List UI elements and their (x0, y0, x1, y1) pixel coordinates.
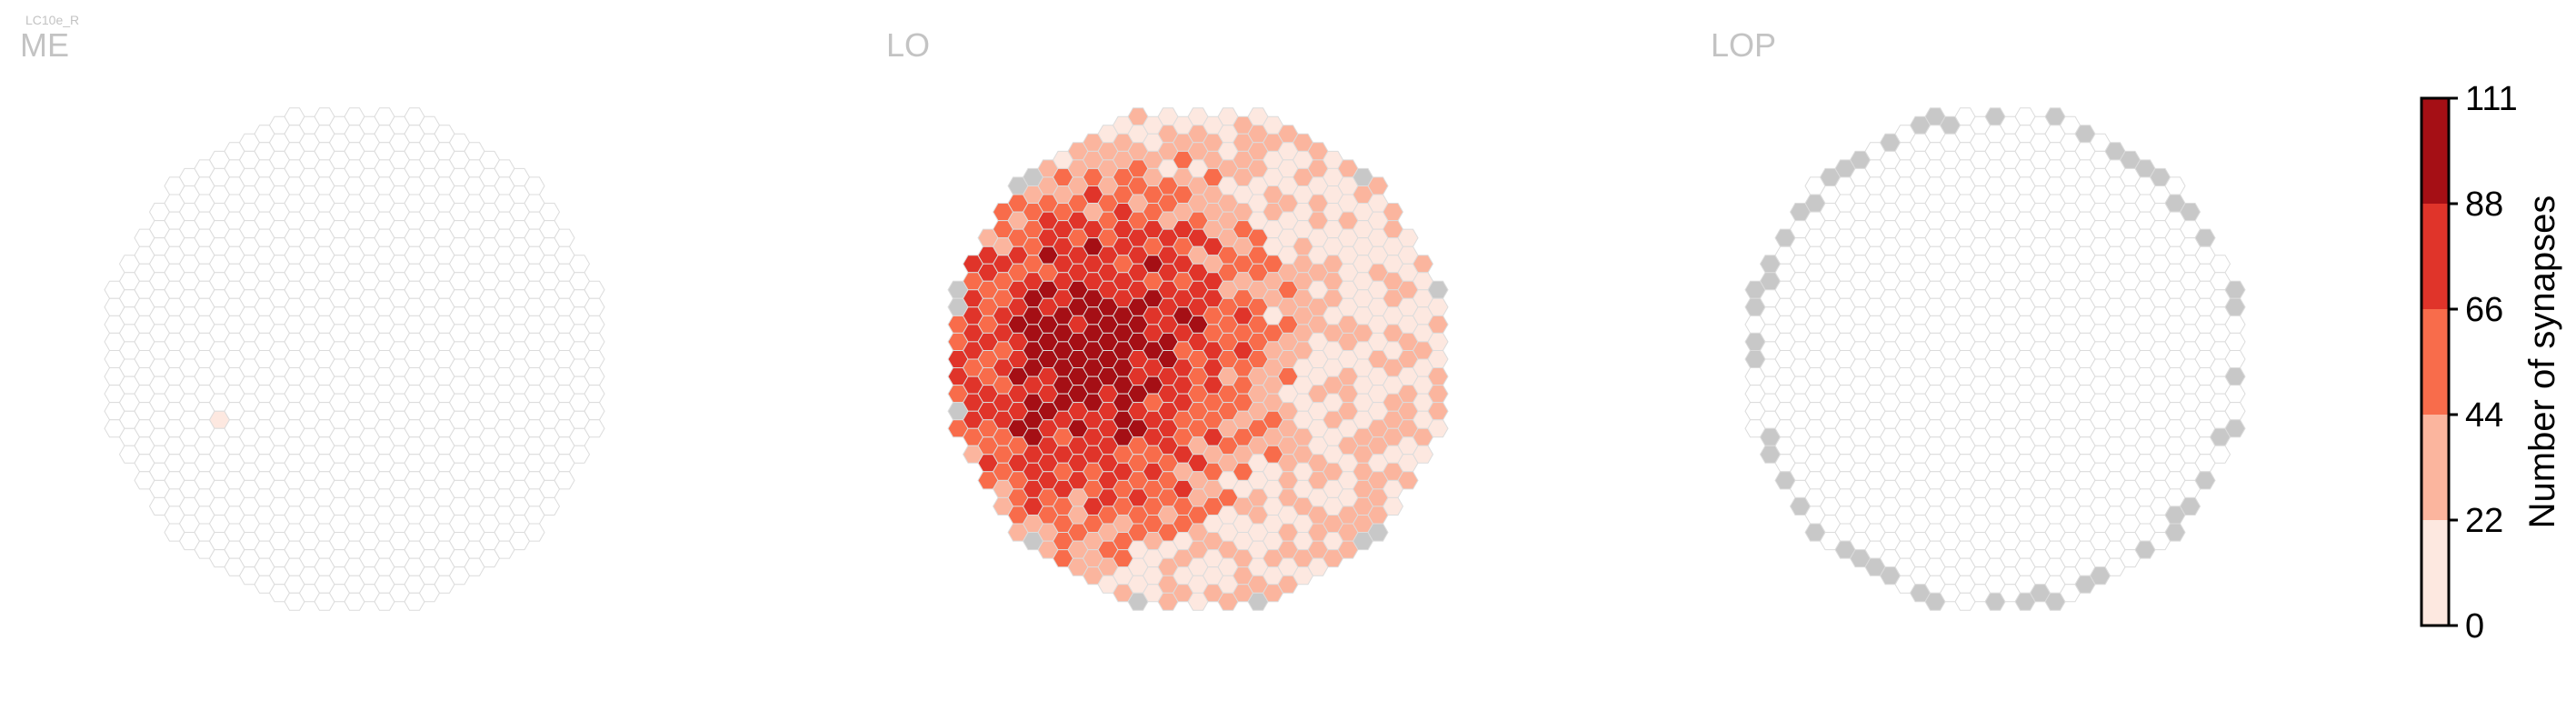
hexmap-lop (1744, 107, 2246, 611)
hex-cell (2224, 419, 2246, 438)
hex-cell (2194, 228, 2216, 247)
hex-cell (1427, 367, 1449, 386)
hex-cell (2164, 523, 2186, 542)
hex-cell (538, 496, 561, 516)
panel-title-me: ME (20, 26, 69, 64)
hex-cell (584, 332, 605, 351)
hex-cell (2224, 297, 2246, 316)
hex-cell (2194, 471, 2216, 490)
hex-cell (568, 255, 591, 274)
hex-cell (584, 367, 605, 386)
hexmap-me (104, 107, 605, 611)
hexmap-lo (947, 107, 1449, 611)
hex-cell (2179, 496, 2202, 516)
hex-cell (1412, 445, 1434, 464)
hex-cell (1427, 385, 1449, 404)
colorbar-tick-label: 88 (2465, 185, 2503, 224)
colorbar-bin (2421, 98, 2449, 204)
hex-cell (1412, 255, 1434, 274)
hex-cell (2224, 350, 2246, 368)
hex-cell (584, 280, 605, 299)
colorbar-label: Number of synapses (2522, 195, 2562, 529)
colorbar-tick-label: 66 (2465, 291, 2503, 329)
hex-cell (1427, 297, 1449, 316)
hex-cell (538, 203, 561, 222)
hex-cell (1397, 471, 1419, 490)
colorbar-bin (2421, 520, 2449, 626)
hex-cell (1427, 402, 1449, 421)
hex-cell (584, 385, 605, 404)
hex-cell (2209, 255, 2232, 274)
hex-cell (2164, 176, 2186, 195)
hex-cell (1427, 315, 1449, 334)
hex-cell (1397, 228, 1419, 247)
panel-title-lo: LO (886, 26, 930, 64)
hex-cell (568, 445, 591, 464)
hex-cell (554, 228, 575, 247)
hex-cell (584, 315, 605, 334)
hex-cell (2224, 280, 2246, 299)
hex-cell (2179, 203, 2202, 222)
hex-cell (1427, 419, 1449, 438)
colorbar-tick-label: 0 (2465, 607, 2484, 646)
hex-cell (1382, 203, 1404, 222)
hex-cell (524, 523, 545, 542)
hex-cell (1427, 332, 1449, 351)
figure-super-label: LC10e_R (25, 13, 79, 27)
hex-cell (2224, 385, 2246, 404)
hex-cell (554, 471, 575, 490)
hex-cell (1427, 280, 1449, 299)
hex-cell (1367, 176, 1389, 195)
hex-cell (1427, 350, 1449, 368)
panel-lo: LO (886, 26, 1449, 611)
hex-cell (584, 350, 605, 368)
panel-title-lop: LOP (1711, 26, 1776, 64)
panel-lop: LOP (1711, 26, 2246, 611)
hex-cell (2209, 445, 2232, 464)
colorbar-tick-label: 111 (2465, 80, 2518, 118)
hex-cell (1382, 496, 1404, 516)
hex-cell (584, 297, 605, 316)
hex-cell (524, 176, 545, 195)
colorbar-bin (2421, 309, 2449, 415)
colorbar-tick-label: 22 (2465, 502, 2503, 540)
hex-cell (2224, 332, 2246, 351)
colorbar: 0 22 44 66 88 111 Number of synapses (2420, 80, 2562, 646)
hex-cell (1367, 523, 1389, 542)
colorbar-tick-label: 44 (2465, 396, 2503, 435)
colorbar-bin (2421, 204, 2449, 309)
colorbar-bin (2421, 415, 2449, 520)
hex-cell (2224, 402, 2246, 421)
colorbar-frame (2420, 96, 2451, 627)
hex-cell (584, 419, 605, 438)
panel-me: ME (20, 26, 605, 611)
hex-cell (584, 402, 605, 421)
hex-cell (2224, 367, 2246, 386)
hex-cell (2224, 315, 2246, 334)
